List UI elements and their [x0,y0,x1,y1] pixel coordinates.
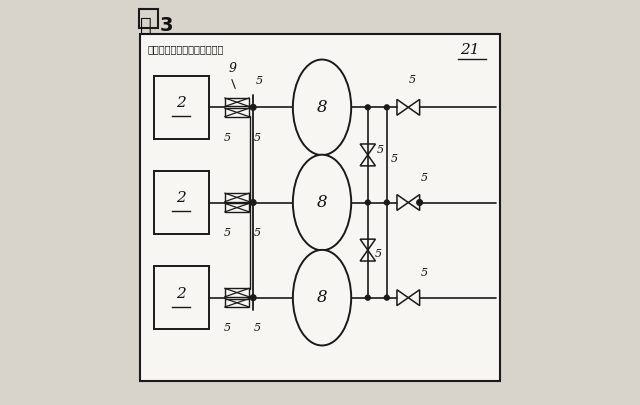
Text: 5: 5 [253,133,260,143]
Bar [139,9,158,28]
Text: 5: 5 [256,76,263,86]
Circle shape [250,200,256,205]
Text: 5: 5 [421,173,428,183]
Text: 5: 5 [253,228,260,238]
Text: 8: 8 [317,289,327,306]
Bar [140,34,500,381]
Circle shape [385,105,389,110]
Bar [154,171,209,234]
Text: 2: 2 [177,287,186,301]
Bar [225,193,249,202]
Text: 5: 5 [223,323,230,333]
Text: コンプレッサシステムモデル: コンプレッサシステムモデル [148,45,224,55]
Bar [225,203,249,212]
Circle shape [365,200,370,205]
Text: 5: 5 [223,133,230,143]
Circle shape [250,104,256,110]
Text: 21: 21 [460,43,479,57]
Text: 5: 5 [390,154,397,164]
Text: 5: 5 [421,269,428,278]
Bar [225,98,249,107]
Text: 5: 5 [409,75,416,85]
Ellipse shape [293,250,351,345]
Text: 8: 8 [317,99,327,116]
Bar [225,288,249,297]
Bar [154,266,209,329]
Bar [225,298,249,307]
Circle shape [365,105,370,110]
Circle shape [385,200,389,205]
Circle shape [385,295,389,300]
Circle shape [250,295,256,301]
Text: 5: 5 [253,323,260,333]
Text: 5: 5 [374,249,381,259]
Text: 5: 5 [223,228,230,238]
Bar [225,108,249,117]
Ellipse shape [293,60,351,155]
Text: 5: 5 [376,145,383,155]
Text: 3: 3 [160,16,173,35]
Text: 2: 2 [177,192,186,205]
Circle shape [365,295,370,300]
Circle shape [417,200,422,205]
Ellipse shape [293,155,351,250]
Text: 9: 9 [229,62,237,75]
Text: 図: 図 [140,16,152,35]
Text: 8: 8 [317,194,327,211]
Text: 2: 2 [177,96,186,110]
Bar [154,76,209,139]
